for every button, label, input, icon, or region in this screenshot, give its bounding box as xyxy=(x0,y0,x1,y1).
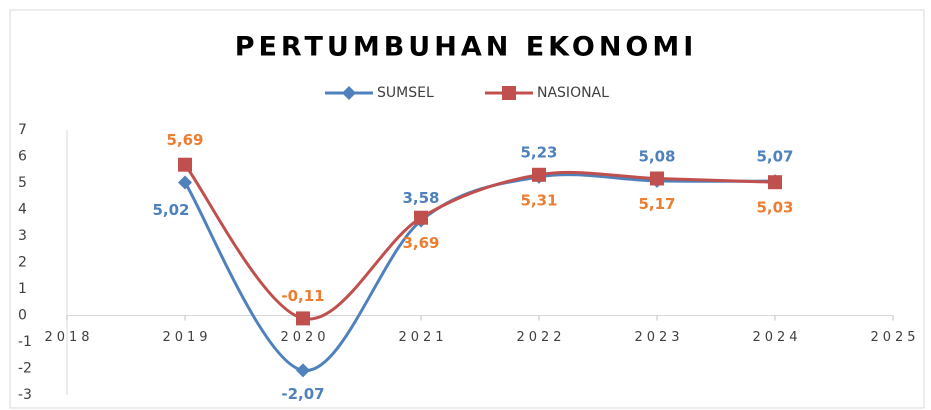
y-tick-label: 5 xyxy=(18,175,27,191)
legend-marker xyxy=(502,86,516,100)
marker xyxy=(178,157,192,172)
data-label: 5,07 xyxy=(756,148,793,166)
y-tick-label: 3 xyxy=(18,228,27,244)
y-tick-label: 6 xyxy=(18,149,27,165)
data-label: 5,08 xyxy=(638,147,675,165)
legend-marker xyxy=(342,86,356,100)
data-label: 5,31 xyxy=(520,191,557,209)
y-tick-label: -2 xyxy=(18,361,32,377)
data-label: 3,69 xyxy=(402,234,439,252)
chart-title: PERTUMBUHAN EKONOMI xyxy=(235,32,698,63)
chart-frame xyxy=(9,9,925,409)
x-tick-label: 2018 xyxy=(44,330,93,345)
marker xyxy=(768,175,782,190)
x-tick-label: 2023 xyxy=(634,330,683,345)
legend-label: NASIONAL xyxy=(537,85,609,101)
x-tick-label: 2022 xyxy=(516,330,565,345)
data-label: 5,23 xyxy=(520,143,557,161)
data-label: -2,07 xyxy=(281,385,324,403)
data-label: 5,17 xyxy=(638,195,675,213)
marker xyxy=(650,171,664,186)
data-label: 3,58 xyxy=(402,189,439,207)
y-tick-label: 7 xyxy=(18,122,27,138)
data-label: 5,03 xyxy=(756,199,793,217)
y-tick-label: -1 xyxy=(18,334,32,350)
x-tick-label: 2021 xyxy=(398,330,447,345)
data-label: 5,02 xyxy=(152,201,189,219)
y-tick-label: 0 xyxy=(18,308,27,324)
data-label: 5,69 xyxy=(166,131,203,149)
y-tick-label: 1 xyxy=(18,281,27,297)
x-tick-label: 2019 xyxy=(162,330,211,345)
marker xyxy=(414,210,428,225)
marker xyxy=(296,363,310,378)
legend-label: SUMSEL xyxy=(377,85,434,101)
data-label: -0,11 xyxy=(281,287,324,305)
marker xyxy=(296,311,310,326)
marker xyxy=(178,175,192,190)
y-tick-label: 4 xyxy=(18,202,27,218)
y-tick-label: 2 xyxy=(18,255,27,271)
x-tick-label: 2020 xyxy=(280,330,329,345)
x-tick-label: 2024 xyxy=(752,330,801,345)
y-tick-label: -3 xyxy=(18,387,32,403)
x-tick-label: 2025 xyxy=(870,330,919,345)
marker xyxy=(532,167,546,182)
